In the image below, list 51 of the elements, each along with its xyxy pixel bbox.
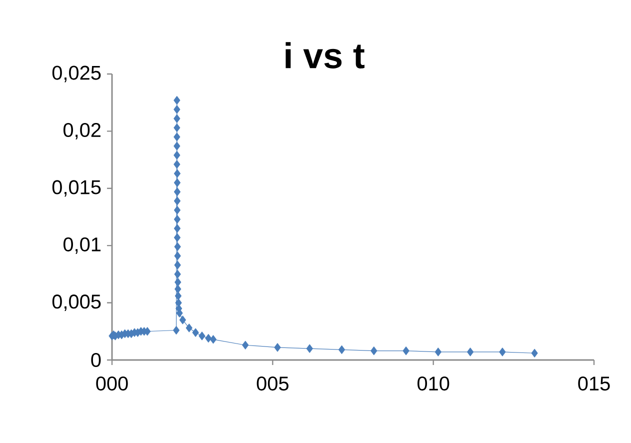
point (174, 224, 181, 233)
point (174, 178, 181, 187)
point (172, 326, 180, 335)
point (338, 345, 346, 354)
point (174, 278, 182, 286)
point (205, 334, 212, 343)
point (174, 114, 180, 123)
point (174, 252, 181, 260)
point (174, 292, 182, 300)
point (174, 206, 181, 214)
y-tick-label: 0,005 (52, 294, 101, 312)
point (174, 150, 180, 160)
point (499, 348, 506, 356)
point (306, 344, 313, 353)
point (174, 169, 181, 178)
point (210, 335, 217, 344)
y-tick-label: 0,01 (63, 237, 101, 254)
point (179, 316, 186, 324)
chart-title: i vs t (286, 42, 364, 68)
point (370, 346, 378, 356)
point (174, 284, 182, 294)
point (186, 324, 192, 332)
point (174, 242, 181, 252)
y-tick-label: 0 (91, 352, 101, 368)
point (174, 142, 180, 150)
y-tick-label: 0,025 (52, 66, 101, 82)
point (174, 188, 181, 196)
point (174, 160, 180, 169)
point (174, 96, 180, 105)
point (434, 348, 442, 356)
y-tick-label: 0,02 (63, 122, 100, 140)
point (531, 348, 538, 358)
point (198, 332, 206, 340)
point (174, 123, 180, 132)
x-tick-label: 000 (96, 376, 128, 391)
y-tick-label: 0,015 (52, 180, 101, 197)
point (174, 260, 181, 270)
x-tick-label: 010 (418, 376, 450, 391)
point (174, 270, 181, 278)
point (192, 328, 199, 337)
point (274, 343, 281, 352)
point (467, 348, 474, 356)
point (174, 233, 181, 242)
x-tick-label: 005 (256, 376, 288, 391)
point (174, 132, 180, 142)
point (174, 105, 180, 114)
point (242, 340, 249, 350)
point (174, 214, 181, 224)
point (174, 196, 181, 206)
point (402, 346, 410, 356)
x-tick-label: 015 (578, 376, 610, 391)
